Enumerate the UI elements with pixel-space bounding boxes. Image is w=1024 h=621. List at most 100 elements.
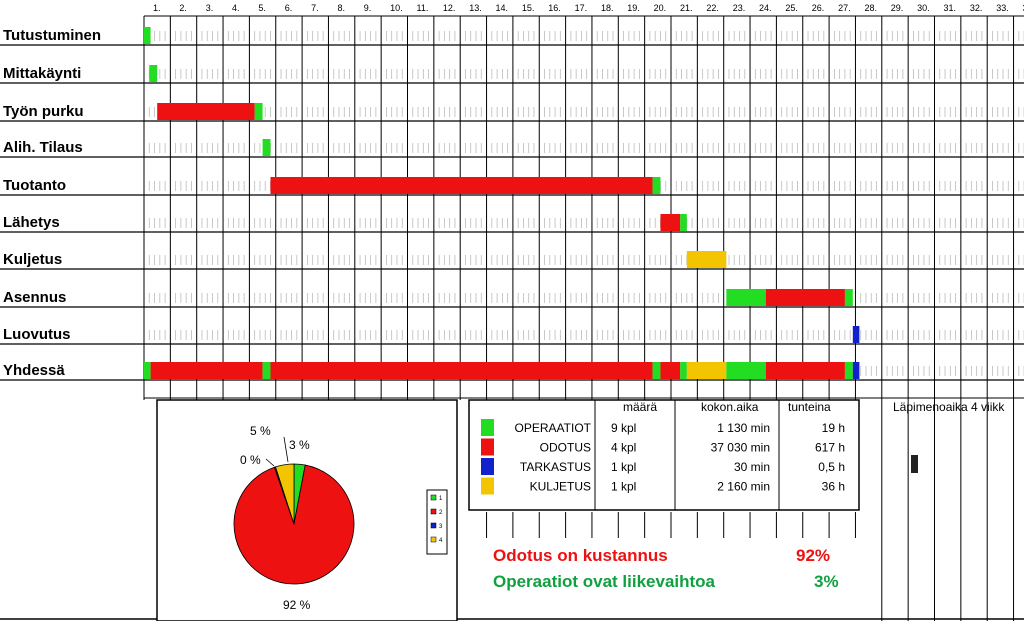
row-label: Alih. Tilaus	[3, 139, 83, 156]
day-label: 12.	[443, 3, 456, 13]
table-name: ODOTUS	[540, 441, 591, 455]
table-header-kokon: kokon.aika	[701, 400, 759, 414]
table-swatch	[481, 438, 494, 456]
pie-legend: 1 2 3 4	[426, 489, 448, 555]
row-label: Mittakäynti	[3, 65, 81, 82]
table-header-tunteina: tunteina	[788, 400, 831, 414]
pie-legend-swatch	[430, 494, 437, 501]
table-maara: 4 kpl	[611, 441, 636, 455]
table-frame	[468, 399, 860, 511]
pie-legend-key: 1	[439, 496, 443, 502]
bar-segment-operaatiot	[726, 289, 766, 306]
row-label: Työn purku	[3, 103, 84, 120]
day-label: 9.	[364, 3, 372, 13]
bar-segment-operaatiot	[652, 177, 661, 194]
day-label: 11.	[417, 3, 429, 13]
table-kokon: 2 160 min	[717, 480, 770, 494]
note-operaatiot-value: 3%	[814, 572, 839, 591]
throughput-time-note: Läpimenoaika 4 viikk	[893, 400, 1005, 414]
day-label: 25.	[785, 3, 798, 13]
day-label: 26.	[812, 3, 825, 13]
day-label: 31.	[944, 3, 957, 13]
day-label: 7.	[311, 3, 319, 13]
day-label: 3.	[206, 3, 214, 13]
bar-segment-operaatiot	[726, 362, 766, 379]
day-label: 15.	[522, 3, 535, 13]
bar-segment-operaatiot	[652, 362, 661, 379]
day-label: 17.	[575, 3, 588, 13]
note-operaatiot-text: Operaatiot ovat liikevaihtoa	[493, 572, 716, 591]
day-label: 23.	[733, 3, 746, 13]
day-label: 14.	[496, 3, 509, 13]
day-label: 32.	[970, 3, 983, 13]
pie-frame	[156, 399, 458, 621]
table-name: TARKASTUS	[520, 460, 591, 474]
pie-label-kuljetus: 5 %	[250, 424, 271, 438]
day-label: 1.	[153, 3, 161, 13]
bar-segment-odotus	[660, 362, 681, 379]
bar-segment-odotus	[765, 289, 845, 306]
bar-segment-operaatiot	[844, 362, 853, 379]
table-tunteina: 617 h	[815, 441, 845, 455]
row-label: Yhdessä	[3, 362, 65, 379]
bar-segment-odotus	[157, 103, 255, 120]
day-label: 2.	[179, 3, 187, 13]
pie-label-tarkastus: 0 %	[240, 453, 261, 467]
table-tunteina: 19 h	[822, 421, 845, 435]
bar-segment-odotus	[150, 362, 263, 379]
day-label: 18.	[601, 3, 614, 13]
bar-segment-odotus	[270, 362, 653, 379]
day-label: 30.	[917, 3, 930, 13]
pie-panel: 5 % 3 % 0 % 92 % 1 2 3 4	[156, 399, 458, 621]
day-label: 4.	[232, 3, 240, 13]
grid	[0, 15, 1024, 621]
day-axis: 1. 2. 3. 4. 5. 6. 7. 8. 9. 10. 11. 12. 13. 14. 15. 16. 1…	[153, 3, 1024, 13]
table-tunteina: 36 h	[822, 480, 845, 494]
bar-segment-tarkastus	[852, 326, 860, 343]
bar-segment-operaatiot	[144, 362, 151, 379]
pie-legend-key: 4	[439, 538, 443, 544]
table-name: OPERAATIOT	[515, 421, 592, 435]
pie-legend-swatch	[430, 508, 437, 515]
row-label: Lähetys	[3, 214, 60, 231]
table-swatch	[481, 458, 494, 475]
small-marker	[911, 455, 918, 473]
table-maara: 1 kpl	[611, 460, 636, 474]
pie-chart	[233, 436, 355, 585]
table-kokon: 30 min	[734, 460, 770, 474]
bar-segment-operaatiot	[149, 65, 158, 82]
pie-slice-2	[233, 464, 355, 585]
bar-segment-odotus	[765, 362, 845, 379]
timeline-bars	[144, 27, 860, 379]
table-rows: OPERAATIOT 9 kpl 1 130 min 19 h ODOTUS 4 kpl 3…	[481, 419, 845, 495]
pie-legend-key: 3	[439, 524, 443, 530]
bar-segment-kuljetus	[686, 362, 727, 379]
row-label: Kuljetus	[3, 251, 62, 268]
row-label: Asennus	[3, 289, 66, 306]
day-label: 8.	[337, 3, 345, 13]
table-swatch	[481, 477, 494, 495]
table-name: KULJETUS	[530, 480, 591, 494]
day-label: 33.	[996, 3, 1009, 13]
pie-label-operaatiot: 3 %	[289, 438, 310, 452]
day-label: 19.	[627, 3, 640, 13]
row-labels: Tutustuminen Mittakäynti Työn purku Alih. T…	[3, 27, 101, 379]
table-kokon: 37 030 min	[711, 441, 770, 455]
note-odotus-text: Odotus on kustannus	[493, 546, 668, 565]
pie-legend-swatch	[430, 536, 437, 543]
day-label: 6.	[285, 3, 293, 13]
table-swatch	[481, 419, 494, 436]
day-label: 21.	[680, 3, 693, 13]
bar-segment-operaatiot	[680, 362, 687, 379]
day-label: 24.	[759, 3, 772, 13]
row-label: Tutustuminen	[3, 27, 101, 44]
table-header-maara: määrä	[623, 400, 657, 414]
row-label: Luovutus	[3, 326, 71, 343]
table-kokon: 1 130 min	[717, 421, 770, 435]
day-label: 34.	[1023, 3, 1024, 13]
bar-segment-odotus	[270, 177, 653, 194]
day-label: 5.	[258, 3, 266, 13]
bar-segment-tarkastus	[852, 362, 860, 379]
pie-slice-4	[275, 463, 295, 525]
